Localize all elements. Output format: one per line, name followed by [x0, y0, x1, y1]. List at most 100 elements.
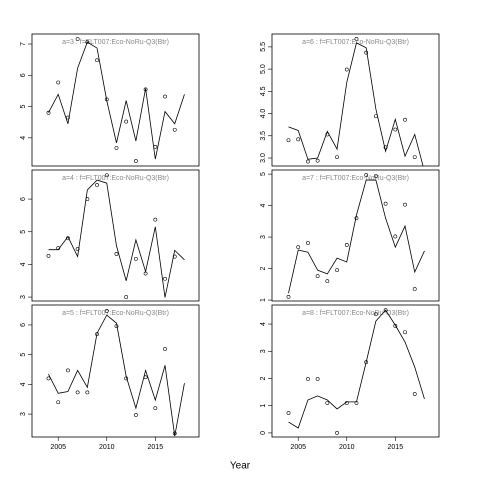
- point: [344, 243, 349, 247]
- y-tick-label: 5: [20, 105, 27, 109]
- point: [104, 97, 109, 102]
- x-tick-label: 2015: [388, 444, 404, 451]
- point: [344, 401, 349, 405]
- y-tick-label: 5: [260, 172, 267, 176]
- y-tick-label: 3: [260, 235, 267, 239]
- point: [143, 87, 148, 92]
- point: [325, 132, 330, 137]
- point: [373, 174, 378, 178]
- point: [315, 158, 320, 163]
- panel-frame: [31, 169, 200, 302]
- point: [383, 308, 388, 313]
- point: [66, 236, 70, 241]
- point: [133, 256, 138, 261]
- point: [124, 119, 129, 124]
- point: [412, 287, 417, 291]
- point: [153, 217, 158, 222]
- point: [286, 411, 291, 415]
- point: [354, 36, 359, 41]
- point: [104, 173, 109, 178]
- point: [364, 360, 369, 365]
- point: [373, 312, 378, 317]
- y-tick-label: 6: [20, 323, 27, 327]
- point: [306, 241, 310, 245]
- point: [153, 406, 158, 411]
- y-tick-label: 3.0: [260, 153, 267, 163]
- point: [153, 145, 158, 149]
- point: [306, 377, 310, 381]
- point: [412, 155, 417, 160]
- point: [124, 376, 129, 381]
- point: [393, 234, 398, 239]
- point: [143, 271, 148, 276]
- panel-frame: [271, 33, 440, 167]
- point: [75, 390, 80, 395]
- point: [163, 276, 167, 281]
- point: [412, 392, 417, 396]
- point: [124, 295, 129, 299]
- point: [114, 145, 119, 150]
- point: [354, 401, 359, 405]
- point: [344, 67, 349, 72]
- panel-title: a=6 : f=FLT007:Eco-NoRu-Q3(Btr): [302, 39, 409, 46]
- x-tick-label: 2015: [148, 444, 164, 451]
- point: [66, 115, 70, 120]
- panel-title: a=7 : f=FLT007:Eco-NoRu-Q3(Btr): [302, 175, 409, 182]
- point: [133, 413, 138, 417]
- y-tick-label: 4: [260, 204, 267, 208]
- point: [296, 245, 301, 250]
- line: [288, 42, 424, 166]
- point: [163, 347, 167, 351]
- y-tick-label: 3: [260, 349, 267, 353]
- panel-title: a=5 : f=FLT007:Eco-NoRu-Q3(Btr): [62, 310, 169, 317]
- line: [48, 314, 185, 437]
- point: [172, 127, 177, 132]
- point: [85, 40, 90, 45]
- point: [315, 274, 320, 279]
- y-tick-label: 3: [20, 412, 27, 416]
- point: [95, 332, 99, 337]
- y-tick-label: 0: [260, 431, 267, 435]
- point: [56, 246, 61, 250]
- point: [393, 324, 398, 328]
- y-tick-label: 7: [20, 42, 27, 46]
- panel-title: a=3 : f=FLT007:Eco-NoRu-Q3(Btr): [62, 39, 169, 46]
- panel-frame: [31, 33, 200, 167]
- point: [383, 201, 388, 206]
- point: [46, 254, 51, 258]
- point: [46, 376, 51, 381]
- point: [172, 254, 177, 259]
- line: [48, 179, 185, 298]
- point: [56, 80, 61, 85]
- point: [306, 159, 310, 164]
- point: [364, 173, 369, 177]
- point: [373, 114, 378, 119]
- line: [288, 179, 425, 294]
- y-tick-label: 1: [260, 298, 267, 302]
- y-tick-label: 4: [20, 382, 27, 386]
- point: [383, 145, 388, 150]
- y-tick-label: 4: [20, 136, 27, 140]
- y-tick-label: 5.5: [260, 42, 267, 52]
- point: [104, 309, 109, 313]
- y-tick-label: 5.0: [260, 64, 267, 74]
- panel-title: a=4 : f=FLT007:Eco-NoRu-Q3(Btr): [62, 175, 169, 182]
- point: [286, 138, 291, 143]
- point: [403, 117, 407, 122]
- y-tick-label: 4.5: [260, 86, 267, 96]
- x-axis-label: Year: [230, 461, 251, 472]
- point: [56, 400, 61, 405]
- point: [325, 279, 330, 284]
- x-tick-label: 2010: [339, 444, 355, 451]
- y-tick-label: 5: [20, 230, 27, 234]
- point: [46, 110, 51, 115]
- point: [335, 268, 339, 273]
- point: [325, 401, 330, 405]
- point: [286, 295, 291, 299]
- point: [403, 330, 407, 335]
- line: [48, 41, 185, 160]
- point: [114, 252, 119, 256]
- point: [364, 50, 369, 55]
- y-tick-label: 1: [260, 404, 267, 408]
